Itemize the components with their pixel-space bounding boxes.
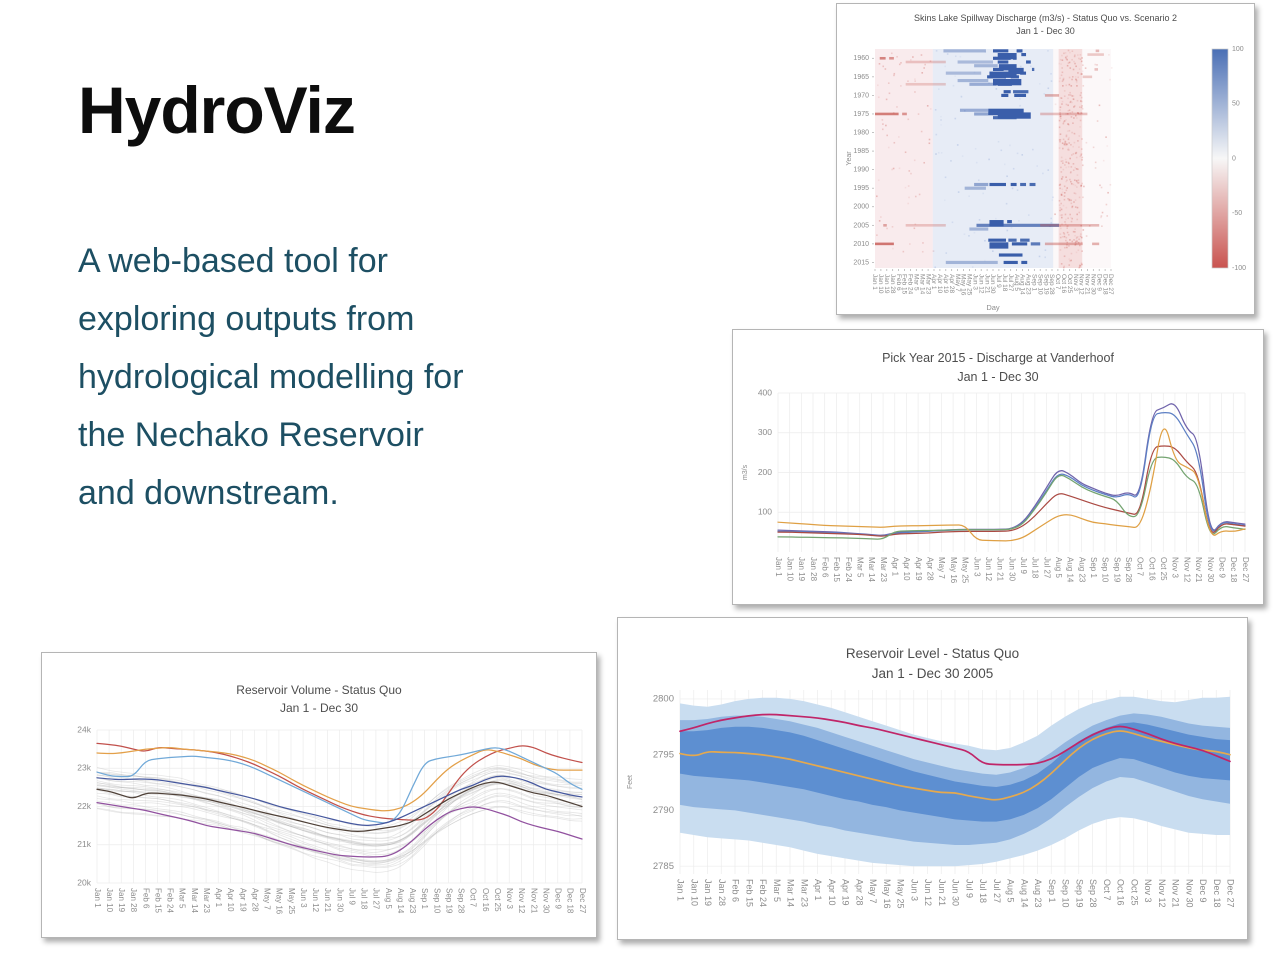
chart-subtitle: Jan 1 - Dec 30 2005 bbox=[871, 666, 994, 681]
discharge-line-canvas bbox=[733, 330, 1263, 604]
spillway-heatmap-canvas bbox=[837, 4, 1254, 314]
chart-title: Pick Year 2015 - Discharge at Vanderhoof bbox=[882, 351, 1114, 365]
chart-title: Skins Lake Spillway Discharge (m3/s) - S… bbox=[913, 13, 1178, 23]
chart-title: Reservoir Level - Status Quo bbox=[845, 646, 1020, 661]
chart-panel-discharge: Pick Year 2015 - Discharge at Vanderhoof… bbox=[732, 329, 1264, 605]
page-title: HydroViz bbox=[78, 73, 356, 147]
chart-panel-spillway-heatmap: Skins Lake Spillway Discharge (m3/s) - S… bbox=[836, 3, 1255, 315]
chart-title: Reservoir Volume - Status Quo bbox=[236, 683, 402, 697]
page-description: A web-based tool for exploring outputs f… bbox=[78, 232, 638, 522]
volume-line-canvas bbox=[42, 653, 596, 937]
chart-panel-volume: Reservoir Volume - Status Quo Jan 1 - De… bbox=[41, 652, 597, 938]
description-line: exploring outputs from bbox=[78, 300, 415, 338]
description-line: the Nechako Reservoir bbox=[78, 416, 424, 454]
level-band-canvas bbox=[618, 618, 1247, 939]
description-line: A web-based tool for bbox=[78, 242, 388, 280]
description-line: and downstream. bbox=[78, 474, 339, 512]
chart-panel-level: Reservoir Level - Status Quo Jan 1 - Dec… bbox=[617, 617, 1248, 940]
chart-subtitle: Jan 1 - Dec 30 bbox=[1016, 26, 1075, 36]
chart-subtitle: Jan 1 - Dec 30 bbox=[957, 370, 1039, 384]
description-line: hydrological modelling for bbox=[78, 358, 464, 396]
chart-subtitle: Jan 1 - Dec 30 bbox=[279, 701, 359, 715]
